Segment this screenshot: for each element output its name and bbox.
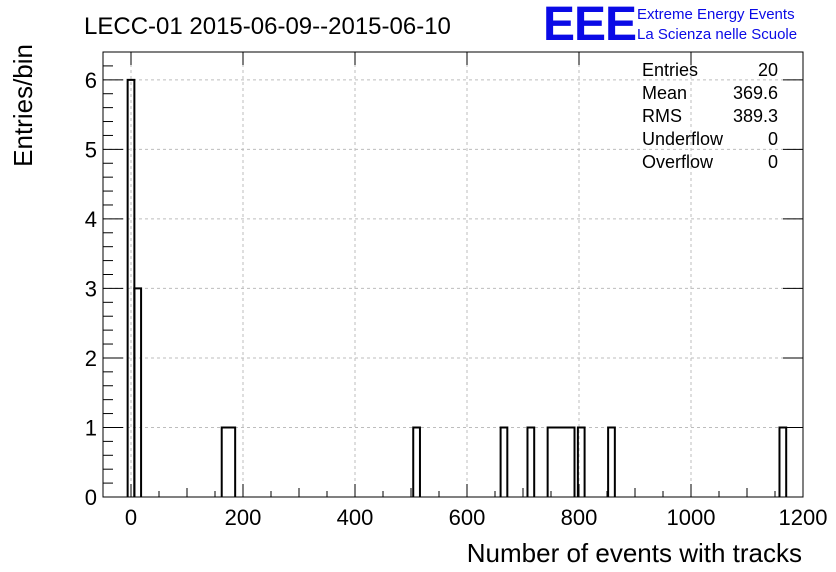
x-tick-label: 800 [561,505,598,530]
histogram-bin [546,426,576,497]
stats-label: Underflow [642,129,724,149]
y-tick-label: 1 [85,415,97,440]
y-tick-label: 2 [85,346,97,371]
histogram-bin [526,426,536,497]
y-tick-label: 0 [85,485,97,510]
y-tick-label: 6 [85,68,97,93]
eee-logo: EEE Extreme Energy Events La Scienza nel… [543,0,797,51]
stats-value: 0 [768,129,778,149]
stats-box: Entries 20 Mean 369.6 RMS 389.3 Underflow 0 Over… [642,60,778,172]
grid-lines [103,52,803,497]
histogram-bars [126,78,788,497]
y-tick-label: 3 [85,276,97,301]
x-tick-label: 400 [337,505,374,530]
logo-line2: La Scienza nelle Scuole [637,26,797,43]
histogram-bin [412,426,421,497]
histogram-bin [778,426,788,497]
stats-label: Mean [642,83,687,103]
stats-value: 369.6 [733,83,778,103]
x-tick-label: 200 [225,505,262,530]
histogram-bin [576,426,586,497]
histogram-bin [220,426,237,497]
stats-label: RMS [642,106,682,126]
y-tick-label: 4 [85,207,97,232]
y-tick-label: 5 [85,137,97,162]
logo-line1: Extreme Energy Events [637,6,795,23]
histogram-bin [607,426,616,497]
logo-mark: EEE [543,0,636,51]
x-axis-label: Number of events with tracks [467,538,802,568]
stats-label: Entries [642,60,698,80]
axis-tick-labels: 0 200 400 600 800 1000 1200 0 1 2 3 4 5 6 [85,68,828,530]
x-tick-label: 1200 [779,505,828,530]
x-tick-label: 600 [449,505,486,530]
histogram-bin [499,426,509,497]
stats-value: 0 [768,152,778,172]
plot-frame [102,51,804,498]
y-axis-label: Entries/bin [8,44,38,167]
x-tick-label: 1000 [667,505,716,530]
chart-title: LECC-01 2015-06-09--2015-06-10 [84,13,451,40]
histogram-bin [133,287,143,497]
axis-ticks [102,52,804,498]
x-tick-label: 0 [125,505,137,530]
stats-value: 389.3 [733,106,778,126]
stats-value: 20 [758,60,778,80]
stats-label: Overflow [642,152,714,172]
